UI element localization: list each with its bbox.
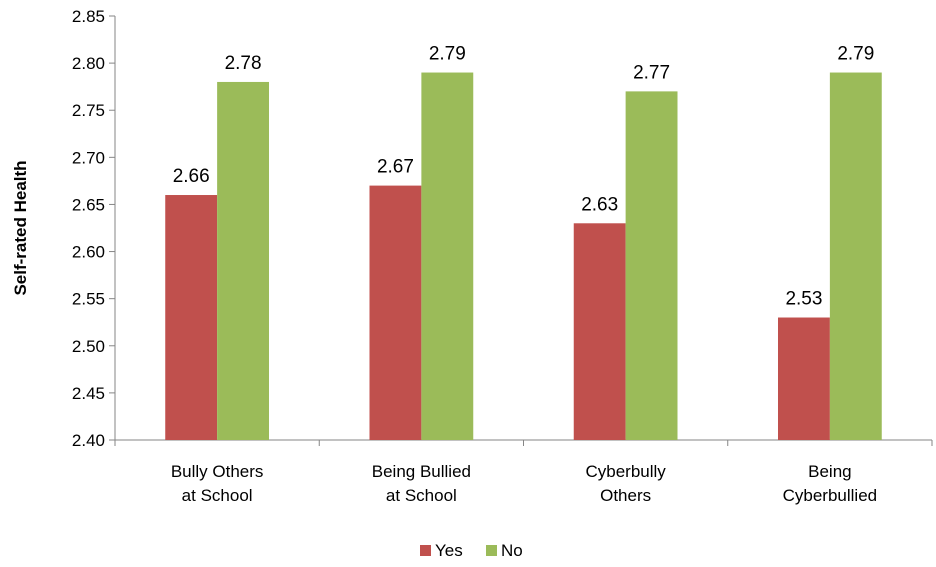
data-label: 2.67 bbox=[377, 157, 414, 178]
legend-swatch-no bbox=[486, 545, 497, 556]
y-tick-label: 2.45 bbox=[72, 384, 105, 403]
legend: Yes No bbox=[420, 541, 523, 560]
y-tick-label: 2.65 bbox=[72, 195, 105, 214]
bar-yes bbox=[165, 195, 218, 440]
bar-no bbox=[829, 72, 882, 441]
y-tick-label: 2.40 bbox=[72, 431, 105, 450]
data-label: 2.77 bbox=[633, 62, 670, 83]
data-labels: 2.66 2.67 2.63 2.53 2.78 2.79 2.77 2.79 bbox=[173, 44, 875, 310]
bar-yes bbox=[573, 223, 626, 440]
legend-label-no: No bbox=[501, 541, 523, 560]
legend-label-yes: Yes bbox=[435, 541, 463, 560]
x-category-label: Bully Others at School bbox=[171, 462, 264, 505]
y-axis: 2.40 2.45 2.50 2.55 2.60 2.65 2.70 2.75 2.80 2.85 bbox=[72, 7, 116, 450]
bar-no bbox=[625, 91, 678, 440]
y-tick-label: 2.85 bbox=[72, 7, 105, 26]
data-label: 2.66 bbox=[173, 166, 210, 187]
y-tick-label: 2.70 bbox=[72, 148, 105, 167]
bar-yes bbox=[777, 317, 830, 440]
y-tick-label: 2.75 bbox=[72, 101, 105, 120]
x-axis: Bully Others at School Being Bullied at Sch… bbox=[114, 439, 933, 505]
data-label: 2.79 bbox=[429, 44, 466, 65]
data-label: 2.63 bbox=[581, 194, 618, 215]
x-category-label: Being Cyberbullied bbox=[783, 462, 878, 505]
x-category-label: Being Bullied at School bbox=[372, 462, 471, 505]
data-label: 2.78 bbox=[225, 53, 262, 74]
y-tick-label: 2.50 bbox=[72, 337, 105, 356]
y-tick-label: 2.80 bbox=[72, 54, 105, 73]
y-axis-title: Self-rated Health bbox=[11, 160, 30, 295]
bars bbox=[165, 72, 882, 441]
bar-yes bbox=[369, 185, 422, 440]
bar-no bbox=[421, 72, 474, 441]
y-tick-label: 2.55 bbox=[72, 290, 105, 309]
bar-no bbox=[217, 81, 270, 440]
x-category-label: Cyberbully Others bbox=[585, 462, 666, 505]
data-label: 2.79 bbox=[837, 44, 874, 65]
y-tick-label: 2.60 bbox=[72, 243, 105, 262]
legend-swatch-yes bbox=[420, 545, 431, 556]
data-label: 2.53 bbox=[785, 289, 822, 310]
